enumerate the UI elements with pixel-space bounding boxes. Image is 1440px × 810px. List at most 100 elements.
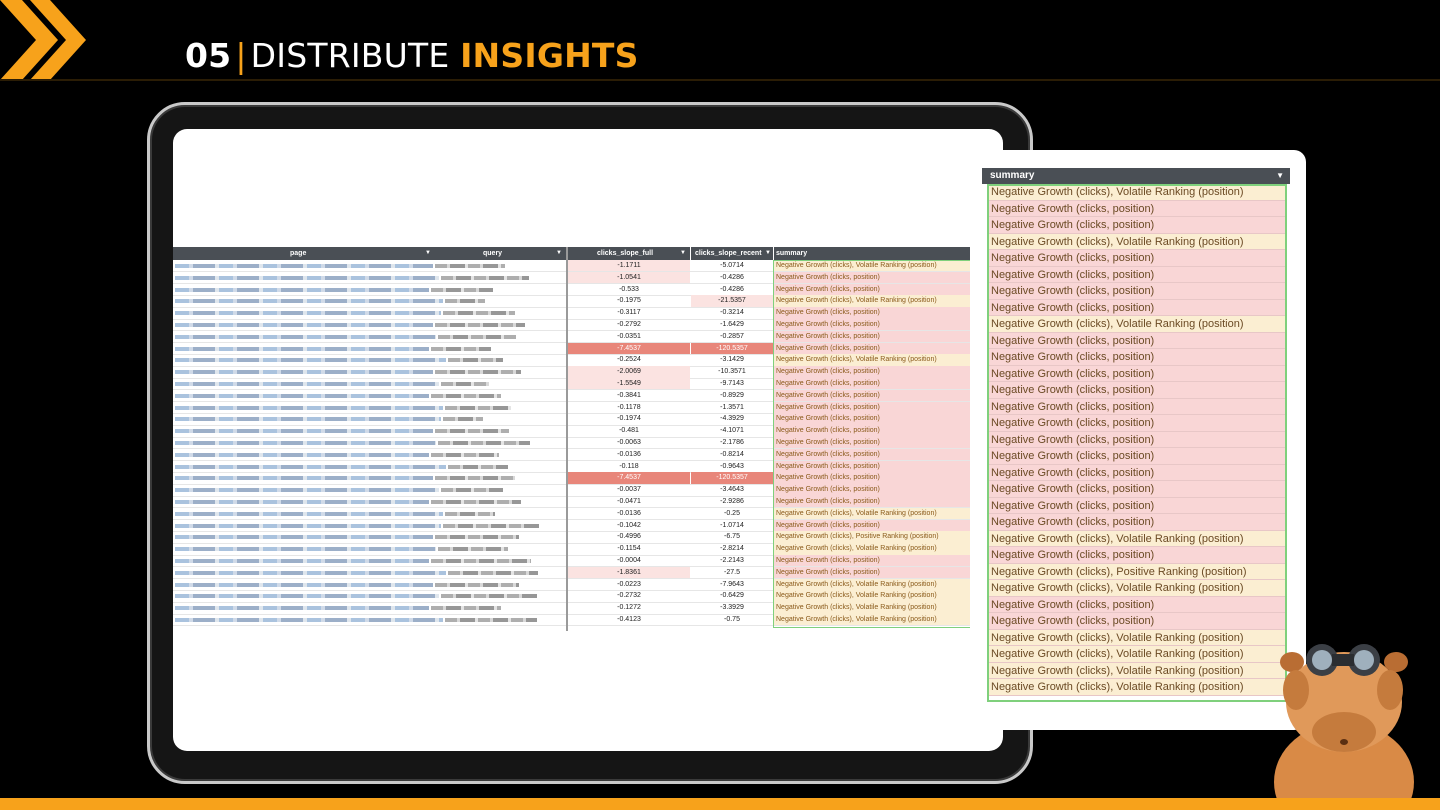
cell-summary[interactable]: Negative Growth (clicks, position) [774, 342, 970, 355]
table-row[interactable]: -1.0541 -0.4286 Negative Growth (clicks, p… [173, 271, 973, 284]
zoom-header[interactable]: summary ▼ [982, 168, 1290, 184]
cell-clicks-slope-full[interactable]: -7.4537 [568, 342, 690, 355]
cell-summary[interactable]: Negative Growth (clicks), Volatile Ranki… [774, 507, 970, 520]
cell-clicks-slope-recent[interactable]: -4.3929 [720, 415, 744, 423]
summary-row[interactable]: Negative Growth (clicks), Positive Ranki… [987, 563, 1287, 581]
table-row[interactable]: -0.1042 -1.0714 Negative Growth (clicks, p… [173, 519, 973, 532]
filter-icon[interactable]: ▼ [425, 250, 431, 256]
cell-clicks-slope-full[interactable]: -0.1974 [617, 415, 641, 423]
cell-clicks-slope-recent[interactable]: -2.8214 [720, 545, 744, 553]
cell-clicks-slope-recent[interactable]: -0.6429 [720, 592, 744, 600]
cell-summary[interactable]: Negative Growth (clicks, position) [774, 496, 970, 508]
summary-row[interactable]: Negative Growth (clicks, position) [987, 299, 1287, 317]
cell-summary[interactable]: Negative Growth (clicks, position) [774, 307, 970, 319]
cell-summary[interactable]: Negative Growth (clicks), Volatile Ranki… [774, 295, 970, 308]
cell-clicks-slope-full[interactable]: -0.2524 [617, 356, 641, 364]
summary-row[interactable]: Negative Growth (clicks, position) [987, 332, 1287, 350]
summary-row[interactable]: Negative Growth (clicks), Volatile Ranki… [987, 679, 1287, 696]
cell-clicks-slope-recent[interactable]: -0.25 [724, 509, 740, 517]
cell-summary[interactable]: Negative Growth (clicks, position) [774, 448, 970, 461]
cell-summary[interactable]: Negative Growth (clicks, position) [774, 519, 970, 532]
table-row[interactable]: -7.4537 -120.5357 Negative Growth (clicks,… [173, 472, 973, 485]
table-row[interactable]: -0.0037 -3.4643 Negative Growth (clicks, p… [173, 484, 973, 496]
cell-summary[interactable]: Negative Growth (clicks, position) [774, 319, 970, 331]
cell-clicks-slope-full[interactable]: -0.1272 [617, 604, 641, 612]
cell-clicks-slope-full[interactable]: -0.533 [619, 285, 639, 293]
summary-row[interactable]: Negative Growth (clicks), Volatile Ranki… [987, 316, 1287, 333]
table-row[interactable]: -0.533 -0.4286 Negative Growth (clicks, po… [173, 283, 973, 296]
cell-summary[interactable]: Negative Growth (clicks, position) [774, 425, 970, 437]
summary-row[interactable]: Negative Growth (clicks, position) [987, 266, 1287, 284]
header-page-query[interactable]: page ▼ query ▼ [173, 247, 566, 260]
table-row[interactable]: -0.1272 -3.3929 Negative Growth (clicks), … [173, 602, 973, 614]
cell-clicks-slope-full[interactable]: -0.1042 [617, 521, 641, 529]
table-row[interactable]: -0.2732 -0.6429 Negative Growth (clicks), … [173, 590, 973, 603]
cell-summary[interactable]: Negative Growth (clicks), Volatile Ranki… [774, 614, 970, 626]
cell-clicks-slope-full[interactable]: -0.0004 [617, 557, 641, 564]
table-row[interactable]: -1.5549 -9.7143 Negative Growth (clicks, p… [173, 378, 973, 390]
cell-clicks-slope-recent[interactable]: -2.2143 [720, 557, 744, 564]
filter-icon[interactable]: ▼ [556, 250, 562, 256]
column-header-summary-cell[interactable]: summary [774, 247, 970, 260]
cell-clicks-slope-full[interactable]: -1.8361 [568, 566, 690, 579]
cell-clicks-slope-full[interactable]: -0.3117 [617, 309, 641, 317]
cell-clicks-slope-recent[interactable]: -5.0714 [720, 262, 744, 269]
cell-clicks-slope-full[interactable]: -2.0069 [568, 366, 690, 378]
table-row[interactable]: -0.2524 -3.1429 Negative Growth (clicks), … [173, 354, 973, 367]
summary-row[interactable]: Negative Growth (clicks), Volatile Ranki… [987, 233, 1287, 251]
cell-clicks-slope-recent[interactable]: -27.5 [724, 568, 740, 576]
cell-clicks-slope-recent[interactable]: -0.75 [724, 616, 740, 623]
cell-clicks-slope-full[interactable]: -0.2792 [617, 321, 641, 328]
summary-row[interactable]: Negative Growth (clicks, position) [987, 596, 1287, 614]
cell-clicks-slope-recent[interactable]: -1.0714 [720, 521, 744, 529]
cell-clicks-slope-recent[interactable]: -0.8929 [720, 391, 744, 399]
cell-summary[interactable]: Negative Growth (clicks, position) [774, 413, 970, 426]
summary-row[interactable]: Negative Growth (clicks, position) [987, 283, 1287, 300]
table-row[interactable]: -0.1975 -21.5357 Negative Growth (clicks),… [173, 295, 973, 308]
cell-clicks-slope-recent[interactable]: -2.1786 [720, 439, 744, 446]
table-row[interactable]: -0.0351 -0.2857 Negative Growth (clicks, p… [173, 330, 973, 343]
cell-summary[interactable]: Negative Growth (clicks, position) [774, 555, 970, 567]
cell-clicks-slope-recent[interactable]: -120.5357 [691, 342, 773, 355]
cell-summary[interactable]: Negative Growth (clicks), Positive Ranki… [774, 531, 970, 544]
table-row[interactable]: -2.0069 -10.3571 Negative Growth (clicks, … [173, 366, 973, 378]
filter-icon[interactable]: ▼ [765, 250, 771, 256]
cell-clicks-slope-full[interactable]: -0.1178 [617, 403, 641, 411]
cell-clicks-slope-full[interactable]: -1.1711 [568, 260, 690, 272]
cell-summary[interactable]: Negative Growth (clicks, position) [774, 437, 970, 449]
summary-row[interactable]: Negative Growth (clicks, position) [987, 398, 1287, 416]
summary-row[interactable]: Negative Growth (clicks), Volatile Ranki… [987, 184, 1287, 201]
cell-summary[interactable]: Negative Growth (clicks), Volatile Ranki… [774, 602, 970, 614]
summary-row[interactable]: Negative Growth (clicks), Volatile Ranki… [987, 629, 1287, 647]
cell-clicks-slope-full[interactable]: -0.1975 [617, 297, 641, 305]
table-row[interactable]: -0.4996 -6.75 Negative Growth (clicks), Po… [173, 531, 973, 544]
cell-clicks-slope-full[interactable]: -7.4537 [568, 472, 690, 485]
summary-row[interactable]: Negative Growth (clicks, position) [987, 448, 1287, 465]
table-row[interactable]: -0.1974 -4.3929 Negative Growth (clicks, p… [173, 413, 973, 426]
summary-row[interactable]: Negative Growth (clicks, position) [987, 415, 1287, 432]
cell-clicks-slope-recent[interactable]: -0.4286 [720, 285, 744, 293]
column-header-clicks-slope-full[interactable]: clicks_slope_full [597, 250, 654, 257]
cell-summary[interactable]: Negative Growth (clicks, position) [774, 366, 970, 378]
cell-clicks-slope-full[interactable]: -0.118 [619, 462, 639, 470]
summary-row[interactable]: Negative Growth (clicks, position) [987, 217, 1287, 234]
table-row[interactable]: -1.1711 -5.0714 Negative Growth (clicks), … [173, 260, 973, 272]
cell-summary[interactable]: Negative Growth (clicks, position) [774, 401, 970, 414]
column-header-clicks-slope-recent[interactable]: clicks_slope_recent [695, 250, 762, 257]
summary-row[interactable]: Negative Growth (clicks, position) [987, 514, 1287, 531]
summary-row[interactable]: Negative Growth (clicks, position) [987, 200, 1287, 218]
filter-icon[interactable]: ▼ [680, 250, 686, 256]
cell-summary[interactable]: Negative Growth (clicks, position) [774, 484, 970, 496]
cell-clicks-slope-recent[interactable]: -21.5357 [691, 295, 773, 308]
table-row[interactable]: -0.0136 -0.25 Negative Growth (clicks), Vo… [173, 507, 973, 520]
cell-clicks-slope-full[interactable]: -0.2732 [617, 592, 641, 600]
summary-row[interactable]: Negative Growth (clicks, position) [987, 382, 1287, 399]
cell-clicks-slope-recent[interactable]: -0.8214 [720, 450, 744, 458]
cell-clicks-slope-recent[interactable]: -0.9643 [720, 462, 744, 470]
cell-clicks-slope-full[interactable]: -0.481 [619, 427, 639, 435]
table-row[interactable]: -0.0004 -2.2143 Negative Growth (clicks, p… [173, 555, 973, 567]
summary-row[interactable]: Negative Growth (clicks, position) [987, 481, 1287, 498]
cell-clicks-slope-recent[interactable]: -3.4643 [720, 486, 744, 494]
cell-summary[interactable]: Negative Growth (clicks, position) [774, 389, 970, 402]
column-header-summary[interactable]: summary [776, 250, 808, 257]
